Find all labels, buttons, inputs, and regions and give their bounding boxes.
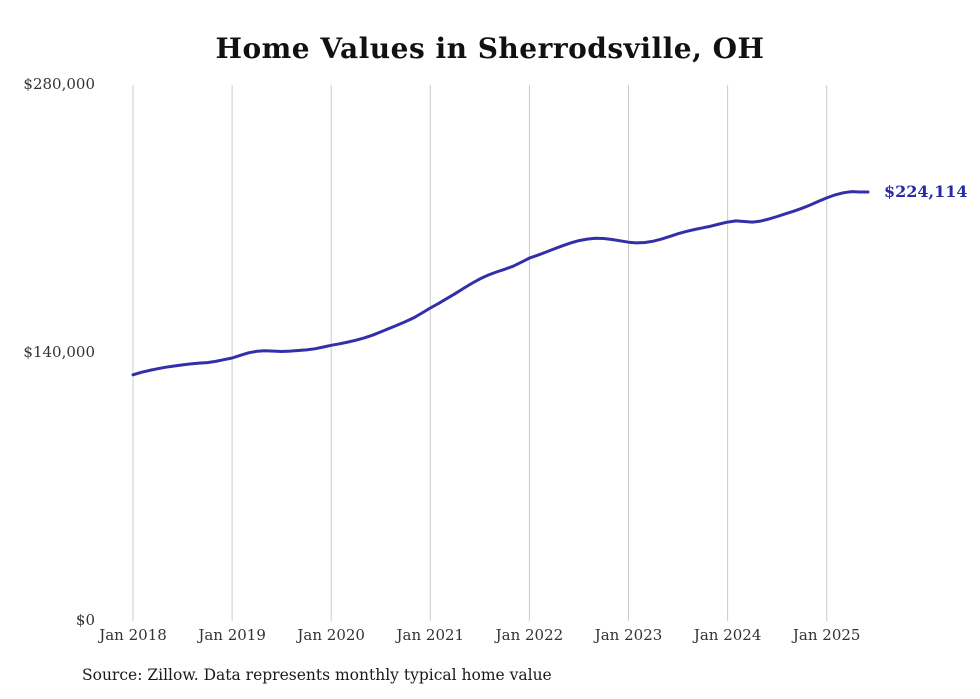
x-axis-tick-label: Jan 2018: [99, 626, 167, 644]
chart-title: Home Values in Sherrodsville, OH: [215, 32, 765, 65]
x-axis-tick-label: Jan 2019: [198, 626, 266, 644]
x-axis-tick-label: Jan 2021: [396, 626, 465, 644]
source-note: Source: Zillow. Data represents monthly …: [82, 666, 552, 684]
x-axis-tick-label: Jan 2022: [495, 626, 564, 644]
x-axis-tick-label: Jan 2023: [594, 626, 663, 644]
latest-value-label: $224,114: [884, 181, 968, 201]
x-axis-tick-label: Jan 2020: [297, 626, 365, 644]
x-axis-tick-label: Jan 2024: [693, 626, 762, 644]
y-axis-tick-label: $0: [75, 611, 95, 629]
y-axis-tick-label: $140,000: [23, 343, 95, 361]
home-value-line-series: [131, 190, 870, 377]
y-axis-tick-label: $280,000: [23, 75, 95, 93]
x-axis-tick-label: Jan 2025: [792, 626, 861, 644]
